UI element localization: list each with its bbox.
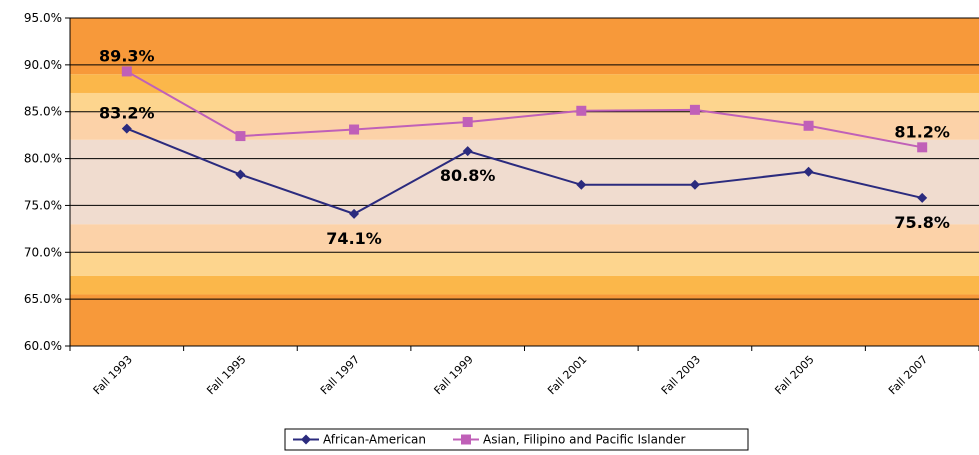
data-label: 80.8% xyxy=(440,166,496,185)
series-0 xyxy=(121,123,928,219)
x-tick-label: Fall 1995 xyxy=(204,353,248,397)
x-tick-label: Fall 1993 xyxy=(91,353,135,397)
legend-label: Asian, Filipino and Pacific Islander xyxy=(483,433,686,447)
data-point xyxy=(803,166,814,177)
background-band-6 xyxy=(70,92,979,112)
data-label: 75.8% xyxy=(894,213,950,232)
legend-label: African-American xyxy=(323,433,426,447)
data-label: 81.2% xyxy=(894,122,950,141)
y-axis: 60.0% 65.0% 70.0% 75.0% 80.0% 85.0% 90.0% 95.0% xyxy=(24,11,71,353)
legend-marker xyxy=(301,434,311,445)
legend: African-American Asian, Filipino and Paci… xyxy=(284,428,749,451)
data-point xyxy=(917,192,928,203)
series-line xyxy=(126,70,923,149)
series-line xyxy=(126,127,923,215)
x-tick-label: Fall 1997 xyxy=(318,353,362,397)
y-tick-label: 85.0% xyxy=(24,105,62,119)
background-band-8 xyxy=(70,18,979,75)
data-labels: 89.3% 83.2% 74.1% 80.8% 81.2% 75.8% xyxy=(99,46,950,247)
data-point xyxy=(689,104,700,115)
x-tick-label: Fall 2005 xyxy=(772,353,816,397)
data-point xyxy=(689,179,700,190)
x-tick-label: Fall 1999 xyxy=(431,353,475,397)
y-tick-label: 70.0% xyxy=(24,245,62,259)
y-tick-label: 95.0% xyxy=(24,11,62,25)
background-band-3 xyxy=(70,224,979,253)
y-tick-label: 65.0% xyxy=(24,292,62,306)
y-tick-label: 75.0% xyxy=(24,198,62,212)
y-tick-label: 60.0% xyxy=(24,339,62,353)
background-bands xyxy=(70,18,979,346)
legend-marker xyxy=(461,434,471,445)
background-band-1 xyxy=(70,275,979,295)
data-point xyxy=(349,124,360,135)
data-point xyxy=(235,131,246,142)
series-1 xyxy=(121,66,928,153)
data-point xyxy=(917,142,928,153)
y-tick-label: 90.0% xyxy=(24,58,62,72)
data-point xyxy=(462,146,473,157)
data-label: 83.2% xyxy=(99,104,155,123)
data-label: 89.3% xyxy=(99,46,155,65)
background-band-2 xyxy=(70,252,979,276)
data-point xyxy=(121,66,132,77)
data-point xyxy=(576,179,587,190)
data-point xyxy=(235,169,246,180)
data-point xyxy=(576,105,587,116)
data-label: 74.1% xyxy=(326,229,382,248)
background-band-7 xyxy=(70,74,979,93)
x-tick-label: Fall 2007 xyxy=(886,353,930,397)
series-layer xyxy=(121,66,928,219)
background-band-0 xyxy=(70,294,979,346)
data-point xyxy=(803,120,814,131)
data-point xyxy=(462,117,473,128)
data-point xyxy=(121,123,132,134)
x-tick-label: Fall 2003 xyxy=(659,353,703,397)
y-tick-label: 80.0% xyxy=(24,152,62,166)
legend-box xyxy=(284,428,749,451)
x-axis: Fall 1993 Fall 1995 Fall 1997 Fall 1999 Fall… xyxy=(69,345,979,397)
background-band-4 xyxy=(70,139,979,225)
data-point xyxy=(349,208,360,219)
x-tick-label: Fall 2001 xyxy=(545,353,589,397)
